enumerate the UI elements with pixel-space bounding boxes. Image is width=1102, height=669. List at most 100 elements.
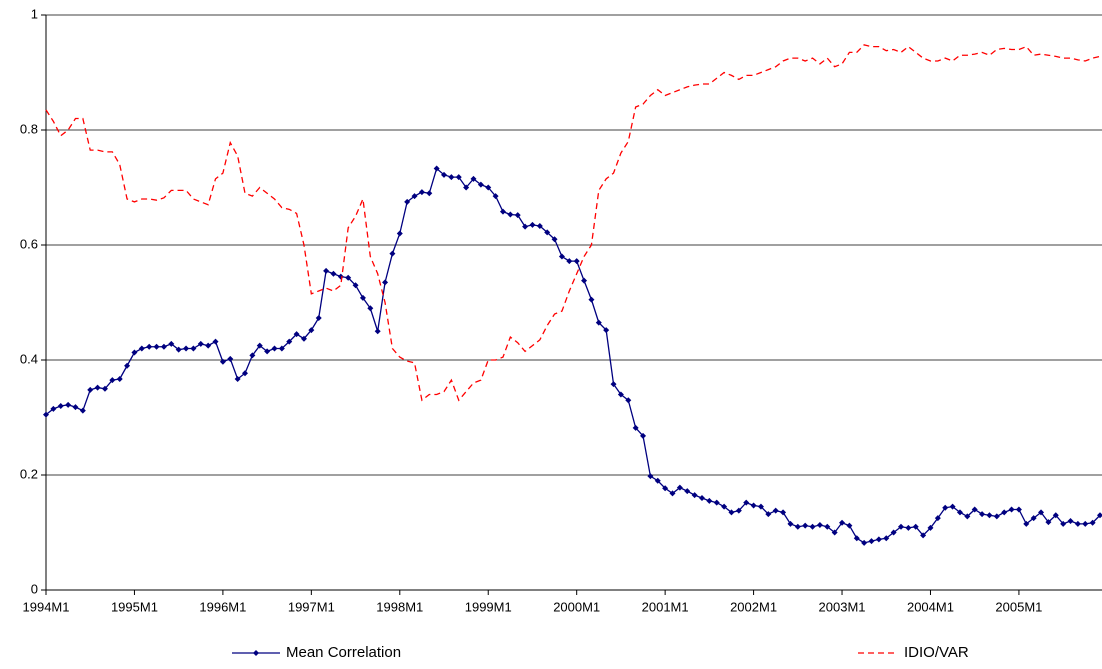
data-point (610, 381, 617, 388)
data-point (337, 273, 344, 280)
data-point (721, 503, 728, 510)
data-point (802, 522, 809, 529)
data-point (735, 507, 742, 514)
data-point (868, 538, 875, 545)
data-point (433, 165, 440, 172)
data-point (912, 523, 919, 530)
data-point (1001, 509, 1008, 516)
data-point (588, 296, 595, 303)
data-point (404, 198, 411, 205)
data-point (706, 497, 713, 504)
data-point (441, 171, 448, 178)
data-point (949, 503, 956, 510)
data-point (418, 189, 425, 196)
y-tick-label: 0.8 (20, 121, 38, 136)
data-point (219, 358, 226, 365)
data-point (492, 193, 499, 200)
x-tick-label: 1994M1 (23, 599, 70, 614)
data-point (986, 512, 993, 519)
data-point (743, 499, 750, 506)
data-point (146, 343, 153, 350)
data-point (345, 274, 352, 281)
data-point (669, 490, 676, 497)
data-point (920, 532, 927, 539)
data-point (544, 229, 551, 236)
data-point (271, 345, 278, 352)
data-point (352, 282, 359, 289)
data-point (794, 523, 801, 530)
data-point (359, 294, 366, 301)
data-point (485, 184, 492, 191)
y-tick-label: 0.2 (20, 466, 38, 481)
data-point (168, 340, 175, 347)
data-point (625, 397, 632, 404)
data-point (551, 236, 558, 243)
data-point (632, 424, 639, 431)
data-point (780, 509, 787, 516)
data-point (971, 506, 978, 513)
data-point (242, 370, 249, 377)
data-point (684, 488, 691, 495)
data-point (765, 511, 772, 518)
data-point (116, 375, 123, 382)
y-tick-label: 0.4 (20, 351, 38, 366)
data-point (942, 504, 949, 511)
data-point (1097, 512, 1102, 519)
data-point (374, 328, 381, 335)
y-tick-label: 1 (31, 6, 38, 21)
data-point (463, 184, 470, 191)
data-point (1008, 506, 1015, 513)
data-point (861, 539, 868, 546)
data-point (212, 338, 219, 345)
data-point (175, 346, 182, 353)
data-point (43, 411, 49, 418)
data-point (654, 477, 661, 484)
data-point (426, 190, 433, 197)
data-point (183, 345, 190, 352)
x-tick-label: 2001M1 (642, 599, 689, 614)
x-tick-label: 2002M1 (730, 599, 777, 614)
data-point (595, 319, 602, 326)
data-point (286, 338, 293, 345)
data-point (109, 377, 116, 384)
data-point (956, 509, 963, 516)
data-point (662, 485, 669, 492)
data-point (1045, 519, 1052, 526)
data-point (1030, 515, 1037, 522)
legend-label: IDIO/VAR (904, 644, 969, 661)
data-point (1060, 520, 1067, 527)
data-point (50, 405, 57, 412)
x-tick-label: 1999M1 (465, 599, 512, 614)
x-tick-label: 1998M1 (376, 599, 423, 614)
data-point (809, 523, 816, 530)
data-point (979, 511, 986, 518)
x-tick-label: 2000M1 (553, 599, 600, 614)
data-point (558, 253, 565, 260)
data-point (905, 524, 912, 531)
data-point (839, 519, 846, 526)
x-tick-label: 2004M1 (907, 599, 954, 614)
data-point (522, 223, 529, 230)
data-point (190, 345, 197, 352)
data-point (603, 327, 610, 334)
data-point (1038, 509, 1045, 516)
data-point (227, 355, 234, 362)
data-point (455, 174, 462, 181)
data-point (367, 305, 374, 312)
x-tick-label: 2003M1 (819, 599, 866, 614)
data-point (79, 407, 86, 414)
data-point (824, 523, 831, 530)
data-point (411, 193, 418, 200)
data-point (160, 343, 167, 350)
data-point (499, 208, 506, 215)
data-point (772, 507, 779, 514)
data-point (124, 362, 131, 369)
data-point (993, 513, 1000, 520)
data-point (101, 385, 108, 392)
data-point (514, 212, 521, 219)
data-point (787, 520, 794, 527)
data-point (234, 375, 241, 382)
data-point (853, 535, 860, 542)
data-point (934, 515, 941, 522)
data-point (131, 349, 138, 356)
